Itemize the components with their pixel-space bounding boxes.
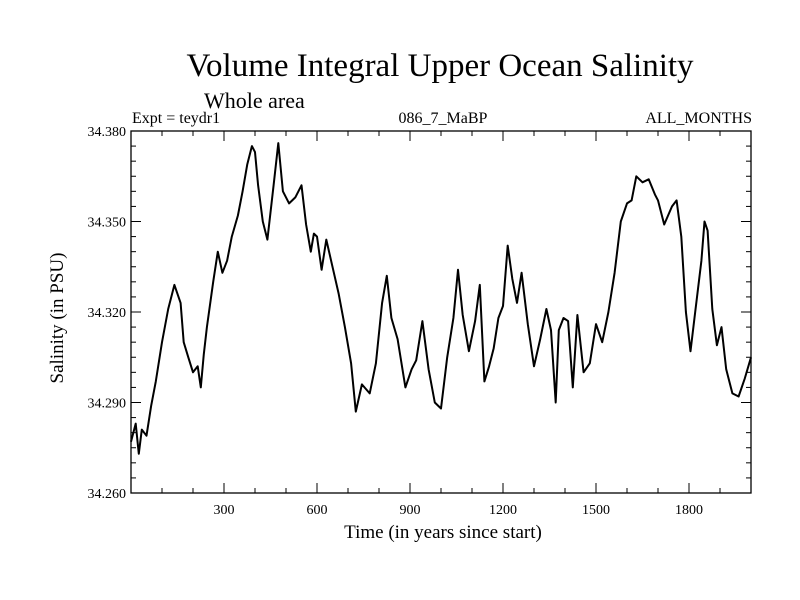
y-tick-label: 34.350 [88, 216, 127, 231]
run-label: 086_7_MaBP [398, 110, 488, 127]
y-tick-label: 34.380 [88, 125, 127, 140]
series-line [130, 142, 752, 455]
axis-ticks [131, 130, 751, 494]
y-tick-label: 34.320 [88, 306, 127, 321]
months-label: ALL_MONTHS [645, 110, 752, 127]
x-tick-label: 1500 [582, 503, 610, 518]
y-tick-label: 34.260 [88, 487, 127, 502]
chart-subtitle: Whole area [204, 88, 305, 113]
x-tick-label: 1200 [489, 503, 517, 518]
x-tick-label: 1800 [675, 503, 703, 518]
x-axis-label: Time (in years since start) [344, 522, 542, 543]
x-tick-label: 900 [400, 503, 421, 518]
y-tick-label: 34.290 [88, 397, 127, 412]
plot-frame [130, 130, 752, 494]
x-tick-label: 600 [307, 503, 328, 518]
tick-labels: 300 600 900 1200 1500 1800 34.260 34.290 34.320 3… [88, 125, 704, 518]
experiment-label: Expt = teydr1 [132, 110, 221, 127]
x-tick-label: 300 [214, 503, 235, 518]
chart-title: Volume Integral Upper Ocean Salinity [186, 48, 694, 84]
